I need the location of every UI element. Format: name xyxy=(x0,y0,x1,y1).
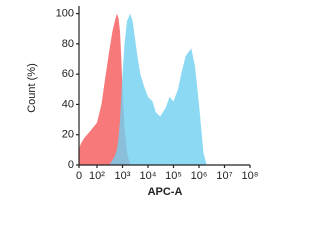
histogram-area xyxy=(109,13,207,166)
y-tick-label: 80 xyxy=(62,38,74,50)
chart: Count (%) APC-A 0 20 40 60 80 100 0 10² 10³ 10⁴ 10… xyxy=(26,6,259,198)
x-tick-label: 10⁵ xyxy=(165,170,182,182)
y-axis-label: Count (%) xyxy=(26,63,38,113)
x-tick-label: 10² xyxy=(89,170,105,182)
y-tick-label: 20 xyxy=(62,129,74,141)
y-tick-label: 40 xyxy=(62,98,74,110)
y-tick-label: 100 xyxy=(56,7,74,19)
x-tick-label: 10⁷ xyxy=(216,170,232,182)
x-tick-label: 10⁸ xyxy=(242,170,259,182)
x-axis-label: APC-A xyxy=(148,186,183,198)
y-tick-label: 0 xyxy=(68,159,74,171)
x-tick-label: 0 xyxy=(76,170,82,182)
x-tick-label: 10³ xyxy=(115,170,131,182)
x-tick-label: 10⁴ xyxy=(140,170,157,182)
x-tick-label: 10⁶ xyxy=(191,170,208,182)
y-tick-label: 60 xyxy=(62,68,74,80)
histogram-area xyxy=(79,13,131,166)
